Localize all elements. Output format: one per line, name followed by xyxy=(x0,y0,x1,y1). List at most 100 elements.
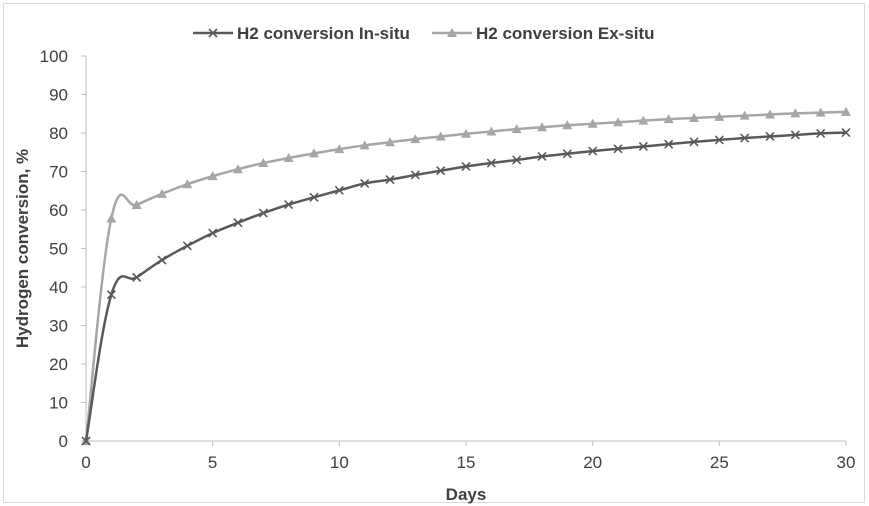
data-point xyxy=(157,255,167,265)
marker-stroke xyxy=(233,218,243,228)
marker-stroke xyxy=(334,185,344,195)
data-point xyxy=(233,164,243,174)
data-point xyxy=(131,199,142,209)
y-tick-label: 90 xyxy=(49,86,68,105)
legend-item-ex-situ: H2 conversion Ex-situ xyxy=(432,24,655,43)
marker-stroke xyxy=(486,158,496,168)
marker-stroke xyxy=(461,161,471,172)
marker-stroke xyxy=(664,139,674,149)
marker-stroke xyxy=(816,128,826,138)
data-point xyxy=(537,151,547,162)
marker-stroke xyxy=(512,155,522,165)
data-point xyxy=(207,171,218,181)
data-point xyxy=(233,218,243,228)
marker-stroke xyxy=(360,178,370,189)
data-point xyxy=(714,135,724,145)
y-tick-label: 50 xyxy=(49,240,68,259)
x-tick-label: 10 xyxy=(330,453,349,472)
data-point xyxy=(359,140,370,150)
marker-stroke xyxy=(436,166,446,176)
marker-stroke xyxy=(284,200,294,210)
data-point xyxy=(182,241,192,251)
series-layer xyxy=(81,106,851,446)
marker-stroke xyxy=(689,137,699,147)
data-point xyxy=(283,153,294,163)
marker-stroke xyxy=(790,130,800,140)
x-tick-label: 30 xyxy=(837,453,856,472)
data-point xyxy=(613,117,623,127)
x-tick-label: 15 xyxy=(457,453,476,472)
marker-stroke xyxy=(81,436,91,446)
data-point xyxy=(461,161,471,172)
marker-stroke xyxy=(537,151,547,162)
data-point xyxy=(790,108,801,118)
y-axis-title: Hydrogen conversion, % xyxy=(13,149,32,348)
data-point xyxy=(208,228,218,238)
y-tick-label: 80 xyxy=(49,124,68,143)
y-tick-label: 60 xyxy=(49,201,68,220)
data-point xyxy=(765,131,775,142)
marker-stroke xyxy=(410,170,420,180)
x-tick-label: 0 xyxy=(81,453,90,472)
marker-stroke xyxy=(588,146,598,156)
marker-stroke xyxy=(765,131,775,142)
marker-stroke xyxy=(385,175,395,185)
series-in-situ xyxy=(81,128,851,446)
data-point xyxy=(157,188,167,198)
data-point xyxy=(435,131,446,141)
series-ex-situ xyxy=(81,106,851,445)
data-point xyxy=(816,128,826,138)
data-point xyxy=(663,114,674,124)
data-point xyxy=(740,133,750,143)
data-point xyxy=(132,272,142,282)
data-point xyxy=(410,134,421,144)
data-point xyxy=(334,185,344,195)
legend-marker-ex-situ xyxy=(447,28,457,37)
data-point xyxy=(765,109,775,119)
data-point xyxy=(486,126,497,136)
data-point xyxy=(436,166,446,176)
data-point xyxy=(461,128,471,138)
data-point xyxy=(512,155,522,165)
data-point xyxy=(182,179,193,189)
data-point xyxy=(664,139,674,149)
data-point xyxy=(284,200,294,210)
data-point xyxy=(638,141,648,152)
data-point xyxy=(537,122,547,132)
legend: H2 conversion In-situ H2 conversion Ex-s… xyxy=(193,24,655,43)
y-tick-label: 70 xyxy=(49,163,68,182)
axes: 0 10 20 30 40 50 60 70 80 90 100 0 5 10 15 20 25 30 xyxy=(40,47,856,472)
marker-stroke xyxy=(106,290,116,300)
data-point xyxy=(360,178,370,189)
data-point xyxy=(613,144,623,154)
data-point xyxy=(638,115,649,125)
y-tick-label: 20 xyxy=(49,355,68,374)
marker-stroke xyxy=(258,208,268,218)
y-tick-label: 40 xyxy=(49,278,68,297)
marker-stroke xyxy=(714,135,724,145)
marker-stroke xyxy=(841,128,851,138)
marker-stroke xyxy=(740,133,750,143)
data-point xyxy=(334,144,345,154)
x-axis-title: Days xyxy=(446,485,487,504)
data-point xyxy=(385,137,395,147)
legend-label-in-situ: H2 conversion In-situ xyxy=(237,24,410,43)
data-point xyxy=(410,170,420,180)
data-point xyxy=(739,110,750,120)
x-tick-label: 25 xyxy=(710,453,729,472)
data-point xyxy=(385,175,395,185)
legend-item-in-situ: H2 conversion In-situ xyxy=(193,24,410,43)
data-point xyxy=(841,128,851,138)
data-point xyxy=(81,436,91,446)
data-point xyxy=(562,149,572,159)
data-point xyxy=(511,124,522,134)
legend-label-ex-situ: H2 conversion Ex-situ xyxy=(476,24,655,43)
marker-stroke xyxy=(182,241,192,251)
x-tick-label: 5 xyxy=(208,453,217,472)
data-point xyxy=(258,208,268,218)
data-point xyxy=(309,192,319,202)
marker-stroke xyxy=(613,144,623,154)
marker-stroke xyxy=(157,255,167,265)
